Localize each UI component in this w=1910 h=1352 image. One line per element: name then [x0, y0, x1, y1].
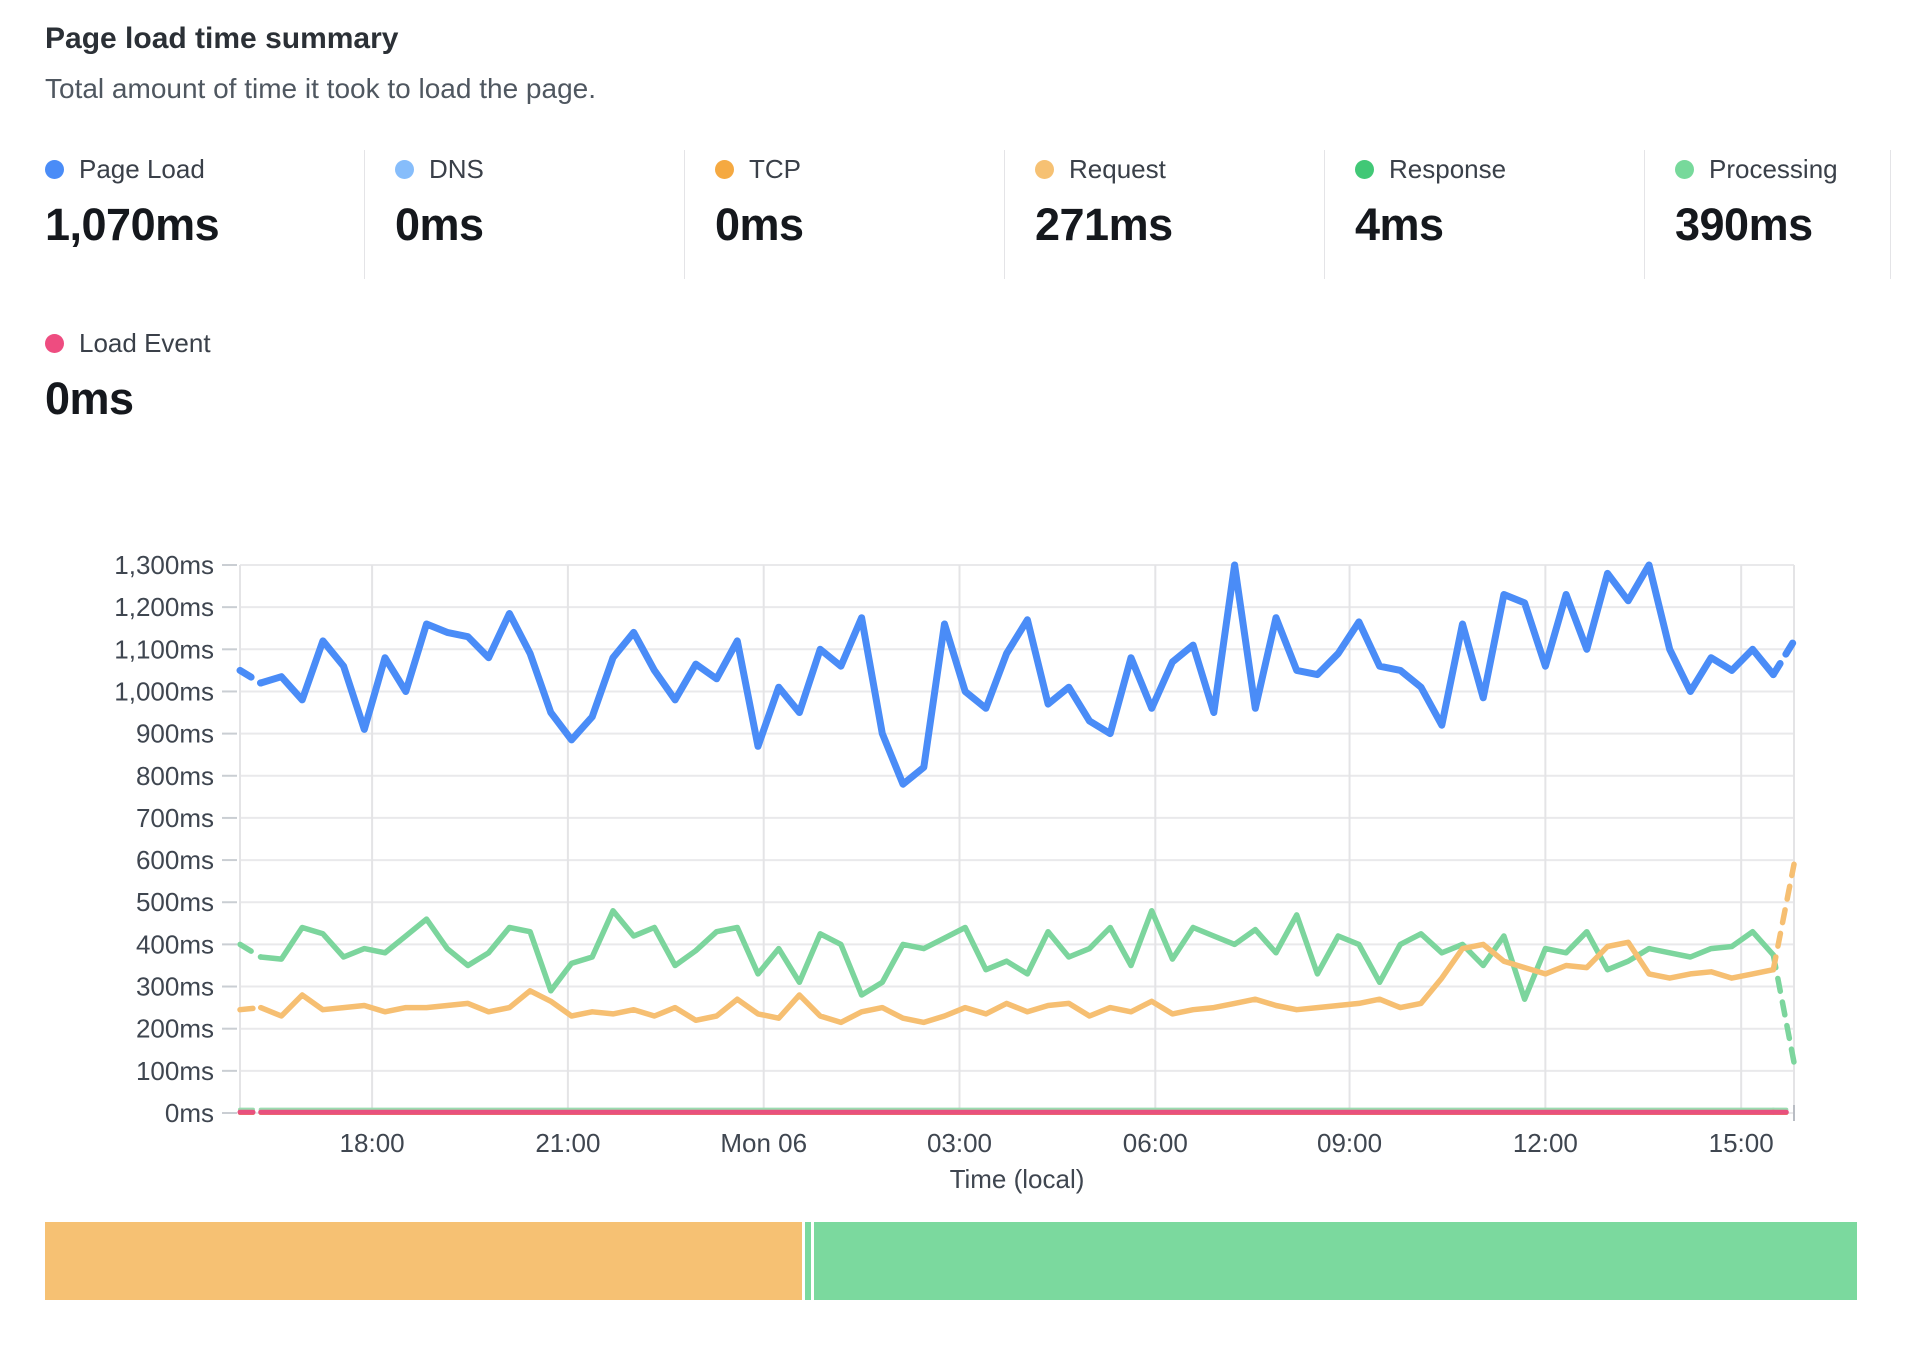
load-time-line-chart: 0ms 100ms 200ms 300ms 400ms 500ms 600ms 700ms 80…	[114, 550, 1798, 1194]
metrics-row: Page Load 1,070ms DNS 0ms TCP 0ms Reques…	[45, 150, 1891, 279]
metric-value: 1,070ms	[45, 199, 220, 250]
metric-value: 0ms	[715, 199, 804, 250]
chart-header: Page load time summary Total amount of t…	[45, 22, 596, 105]
metric-value: 0ms	[395, 199, 484, 250]
metric-label: Processing	[1709, 154, 1838, 184]
svg-text:1,200ms: 1,200ms	[114, 592, 214, 622]
metric-value: 4ms	[1355, 199, 1444, 250]
svg-text:15:00: 15:00	[1709, 1128, 1774, 1158]
load-time-distribution-bar	[45, 1222, 1857, 1300]
metric-value: 0ms	[45, 373, 134, 424]
request-dot-icon	[1035, 160, 1054, 179]
metric-tcp[interactable]: TCP 0ms	[685, 150, 1005, 279]
bar-segment-processing-share	[814, 1222, 1857, 1300]
metric-processing[interactable]: Processing 390ms	[1645, 150, 1891, 279]
svg-text:300ms: 300ms	[136, 972, 214, 1002]
svg-text:Mon 06: Mon 06	[720, 1128, 807, 1158]
svg-text:600ms: 600ms	[136, 845, 214, 875]
metric-label: Response	[1389, 154, 1507, 184]
metric-label: TCP	[749, 154, 801, 184]
svg-text:12:00: 12:00	[1513, 1128, 1578, 1158]
metric-load-event[interactable]: Load Event 0ms	[45, 328, 211, 425]
svg-text:09:00: 09:00	[1317, 1128, 1382, 1158]
svg-text:900ms: 900ms	[136, 719, 214, 749]
page-subtitle: Total amount of time it took to load the…	[45, 73, 597, 104]
svg-text:21:00: 21:00	[535, 1128, 600, 1158]
svg-text:1,300ms: 1,300ms	[114, 550, 214, 580]
svg-text:700ms: 700ms	[136, 803, 214, 833]
svg-text:Time (local): Time (local)	[950, 1164, 1085, 1194]
svg-text:1,100ms: 1,100ms	[114, 634, 214, 664]
bar-segment-gap	[811, 1222, 815, 1300]
processing-dot-icon	[1675, 160, 1694, 179]
bar-segment-processing-sliver	[805, 1222, 812, 1300]
bar-segment-request-share	[45, 1222, 803, 1300]
svg-text:500ms: 500ms	[136, 887, 214, 917]
response-dot-icon	[1355, 160, 1374, 179]
svg-text:200ms: 200ms	[136, 1014, 214, 1044]
load-event-dot-icon	[45, 334, 64, 353]
svg-text:100ms: 100ms	[136, 1056, 214, 1086]
svg-text:400ms: 400ms	[136, 929, 214, 959]
metric-label: DNS	[429, 154, 484, 184]
page-load-dot-icon	[45, 160, 64, 179]
tcp-dot-icon	[715, 160, 734, 179]
metric-value: 271ms	[1035, 199, 1173, 250]
metric-label: Page Load	[79, 154, 205, 184]
svg-text:18:00: 18:00	[340, 1128, 405, 1158]
dns-dot-icon	[395, 160, 414, 179]
svg-text:1,000ms: 1,000ms	[114, 676, 214, 706]
page-title: Page load time summary	[45, 22, 399, 55]
metric-request[interactable]: Request 271ms	[1005, 150, 1325, 279]
svg-text:03:00: 03:00	[927, 1128, 992, 1158]
metric-dns[interactable]: DNS 0ms	[365, 150, 685, 279]
svg-text:0ms: 0ms	[165, 1098, 214, 1128]
svg-text:06:00: 06:00	[1123, 1128, 1188, 1158]
metric-response[interactable]: Response 4ms	[1325, 150, 1645, 279]
metric-label: Load Event	[79, 328, 211, 358]
metric-value: 390ms	[1675, 199, 1813, 250]
svg-text:800ms: 800ms	[136, 761, 214, 791]
metric-label: Request	[1069, 154, 1166, 184]
metric-page-load[interactable]: Page Load 1,070ms	[45, 150, 365, 279]
bar-segment-gap	[802, 1222, 806, 1300]
